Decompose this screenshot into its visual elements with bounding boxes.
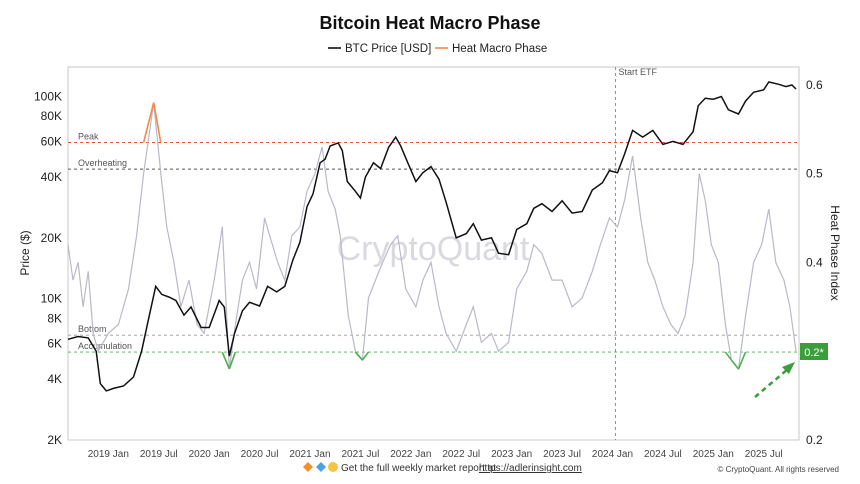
- heat-index-series: [67, 102, 797, 371]
- footer-link[interactable]: https://adlerinsight.com: [479, 463, 582, 474]
- footer-icons: [303, 462, 338, 472]
- left-tick-label: 80K: [41, 109, 62, 123]
- x-tick-label: 2025 Jul: [745, 449, 783, 460]
- plot-area: [67, 66, 800, 441]
- chart-title: Bitcoin Heat Macro Phase: [319, 13, 540, 33]
- x-tick-label: 2019 Jul: [140, 449, 178, 460]
- heat-peak-segment: [142, 102, 155, 143]
- heat-accumulation-segment: [361, 351, 370, 361]
- btc-price-line: [67, 81, 797, 392]
- heat-accumulation-segment: [737, 351, 747, 370]
- price-series: [67, 81, 797, 392]
- x-tick-label: 2023 Jul: [543, 449, 581, 460]
- footer-text: Get the full weekly market report at: [341, 463, 496, 474]
- legend-label-heat: Heat Macro Phase: [452, 43, 547, 55]
- gem-icon: [316, 462, 326, 472]
- raised-hands-icon: [328, 462, 338, 472]
- left-tick-label: 10K: [41, 292, 62, 306]
- reference-lines: Peak Overheating Bottom Accumulation: [68, 131, 799, 353]
- x-tick-label: 2021 Jul: [341, 449, 379, 460]
- right-tick-label: 0.6: [806, 78, 823, 92]
- x-tick-label: 2019 Jan: [88, 449, 129, 460]
- left-tick-label: 20K: [41, 231, 62, 245]
- diamond-icon: [303, 462, 313, 472]
- ref-label-bottom: Bottom: [78, 324, 107, 334]
- right-tick-label: 0.2: [806, 433, 823, 447]
- right-tick-label: 0.4: [806, 255, 823, 269]
- left-axis-label: Price ($): [18, 230, 32, 275]
- etf-label: Start ETF: [618, 67, 657, 77]
- right-tick-label: 0.5: [806, 167, 823, 181]
- heat-accumulation-segment: [228, 351, 237, 370]
- x-tick-label: 2022 Jul: [442, 449, 480, 460]
- left-axis: 2K 4K 6K 8K 10K 20K 40K 60K 80K 100K: [34, 90, 62, 447]
- heat-accumulation-segment: [730, 359, 740, 370]
- x-axis: 2019 Jan 2019 Jul 2020 Jan 2020 Jul 2021 Jan…: [88, 449, 783, 460]
- heat-accumulation-segment: [354, 351, 364, 361]
- trend-arrow-head: [782, 362, 795, 374]
- x-tick-label: 2024 Jan: [592, 449, 633, 460]
- footer: Get the full weekly market report at htt…: [303, 462, 839, 474]
- current-value-badge-bg: [800, 343, 828, 360]
- left-tick-label: 100K: [34, 90, 62, 104]
- x-tick-label: 2024 Jul: [644, 449, 682, 460]
- heat-accumulation-segment: [221, 351, 231, 370]
- left-tick-label: 6K: [47, 337, 62, 351]
- ref-label-overheating: Overheating: [78, 158, 127, 168]
- x-tick-label: 2020 Jan: [189, 449, 230, 460]
- trend-arrow: [754, 362, 795, 398]
- x-tick-label: 2025 Jan: [693, 449, 734, 460]
- etf-marker: Start ETF: [615, 67, 658, 440]
- right-axis-label: Heat Phase Index: [828, 205, 842, 300]
- left-tick-label: 40K: [41, 170, 62, 184]
- left-tick-label: 60K: [41, 134, 62, 148]
- x-tick-label: 2021 Jan: [289, 449, 330, 460]
- heat-accumulation-segment: [724, 351, 733, 361]
- right-axis: 0.20.30.40.50.6: [806, 78, 823, 447]
- copyright: © CryptoQuant. All rights reserved: [718, 465, 840, 474]
- ref-label-accumulation: Accumulation: [78, 341, 132, 351]
- x-tick-label: 2023 Jan: [491, 449, 532, 460]
- left-tick-label: 2K: [47, 433, 62, 447]
- left-tick-label: 4K: [47, 372, 62, 386]
- left-tick-label: 8K: [47, 311, 62, 325]
- legend: BTC Price [USD] Heat Macro Phase: [328, 43, 547, 55]
- current-value-label: 0.2*: [804, 347, 824, 359]
- x-tick-label: 2022 Jan: [390, 449, 431, 460]
- trend-arrow-line: [754, 368, 789, 398]
- ref-label-peak: Peak: [78, 131, 99, 141]
- legend-label-price: BTC Price [USD]: [345, 43, 431, 55]
- current-value-badge: 0.2*: [800, 343, 828, 360]
- watermark: CryptoQuant: [337, 230, 530, 268]
- x-tick-label: 2020 Jul: [241, 449, 279, 460]
- heat-index-line: [67, 102, 797, 371]
- heat-peak-segment: [152, 102, 162, 143]
